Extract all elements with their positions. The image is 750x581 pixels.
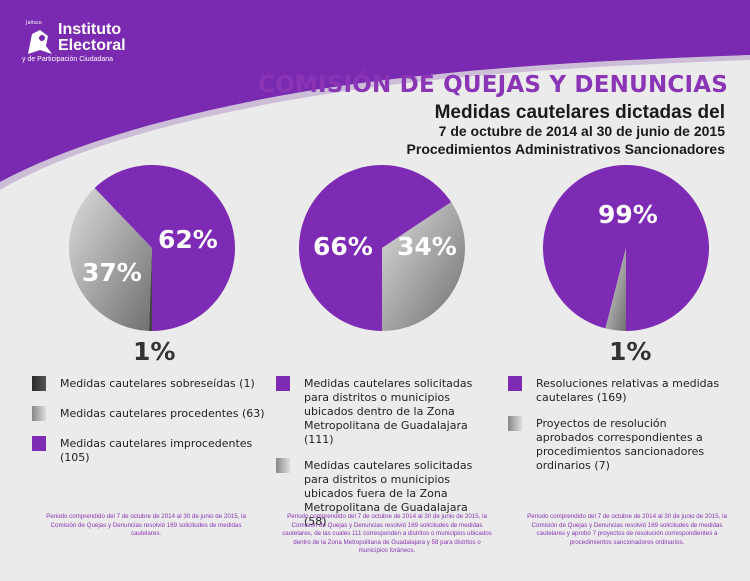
pie-slice (382, 202, 465, 331)
logo-line-3: y de Participación Ciudadana (22, 56, 114, 63)
legend-swatch-dark (32, 376, 46, 391)
footnote-2: Periodo comprendido del 7 de octubre de … (282, 513, 492, 554)
purple-swoosh-shadow (0, 55, 750, 190)
legend-swatch-gray (508, 416, 522, 431)
legend-item: Medidas cautelares procedentes (63) (32, 406, 272, 421)
pie2-label-dentro: 66% (313, 232, 373, 261)
footnote-3: Periodo comprendido del 7 de octubre de … (527, 513, 727, 546)
pie-slice (299, 164, 452, 331)
logo-line-1: Instituto (58, 21, 122, 38)
pie-slice (69, 187, 152, 331)
logo-jalisco: Jalisco (26, 20, 42, 26)
legend-label: Medidas cautelares sobreseídas (1) (60, 377, 255, 390)
legend-swatch-purple (32, 436, 46, 451)
legend-item: Resoluciones relativas a medidas cautela… (508, 376, 723, 405)
pie-slice (543, 164, 709, 331)
legend-swatch-purple (276, 376, 290, 391)
pie-slice (94, 164, 236, 331)
legend-label: Medidas cautelares improcedentes (105) (60, 437, 253, 464)
subtitle-1: Medidas cautelares dictadas del (434, 102, 725, 123)
pie-slice (148, 248, 152, 331)
logo-emblem-icon (22, 26, 56, 60)
pie3-label-resoluciones: 99% (598, 200, 658, 229)
legend-label: Medidas cautelares procedentes (63) (60, 407, 265, 420)
pie2-label-fuera: 34% (397, 232, 457, 261)
pie-chart-2 (299, 164, 465, 331)
legend-1: Medidas cautelares sobreseídas (1) Medid… (32, 376, 272, 477)
institute-logo[interactable]: Jalisco Instituto Electoral y de Partici… (22, 20, 126, 63)
pie-slice (605, 248, 626, 331)
subtitle-3: Procedimientos Administrativos Sancionad… (406, 141, 725, 157)
pie3-label-proyectos: 1% (609, 337, 652, 366)
legend-item: Proyectos de resolución aprobados corres… (508, 416, 723, 473)
legend-3: Resoluciones relativas a medidas cautela… (508, 376, 723, 485)
pie1-label-improcedentes: 62% (158, 225, 218, 254)
legend-label: Medidas cautelares solicitadas para dist… (304, 459, 473, 528)
legend-label: Proyectos de resolución aprobados corres… (536, 417, 705, 472)
legend-2: Medidas cautelares solicitadas para dist… (276, 376, 481, 541)
pie-chart-3 (543, 164, 709, 331)
purple-swoosh (0, 0, 750, 182)
pie1-label-procedentes: 37% (82, 258, 142, 287)
logo-line-2: Electoral (58, 37, 126, 54)
legend-item: Medidas cautelares solicitadas para dist… (276, 458, 481, 529)
legend-swatch-gray (32, 406, 46, 421)
legend-label: Medidas cautelares solicitadas para dist… (304, 377, 473, 446)
legend-item: Medidas cautelares improcedentes (105) (32, 436, 272, 465)
legend-swatch-gray (276, 458, 290, 473)
subtitle-2: 7 de octubre de 2014 al 30 de junio de 2… (438, 123, 725, 139)
legend-swatch-purple (508, 376, 522, 391)
legend-label: Resoluciones relativas a medidas cautela… (536, 377, 720, 404)
legend-item: Medidas cautelares sobreseídas (1) (32, 376, 272, 391)
legend-item: Medidas cautelares solicitadas para dist… (276, 376, 481, 447)
pie-chart-1 (69, 164, 236, 331)
pie1-label-sobreseidas: 1% (133, 337, 176, 366)
page-title: COMISIÓN DE QUEJAS Y DENUNCIAS (258, 72, 728, 98)
footnote-1: Periodo comprendido del 7 de octubre de … (46, 513, 246, 537)
